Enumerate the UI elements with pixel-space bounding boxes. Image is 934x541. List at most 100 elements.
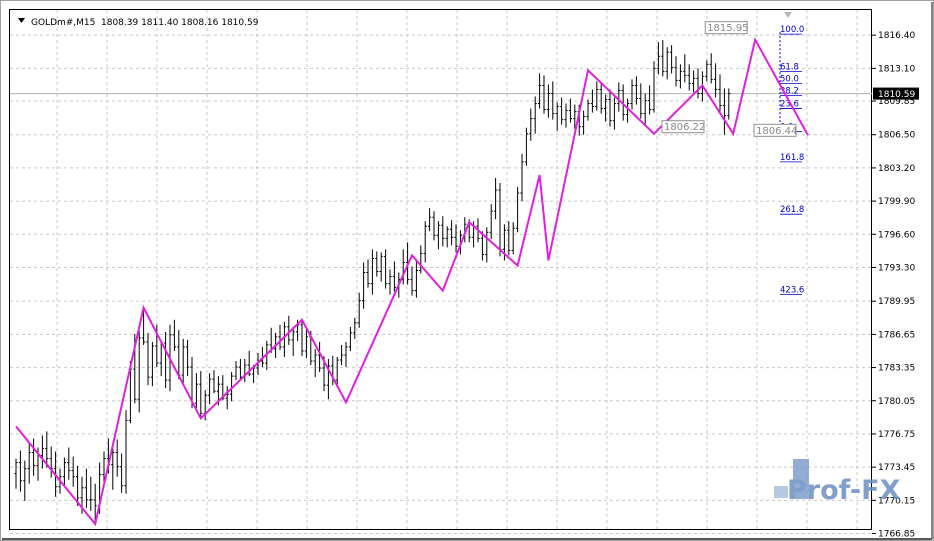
ohlc-bar: [410, 266, 414, 296]
ohlc-bar: [718, 74, 722, 112]
ohlc-bar: [643, 93, 647, 126]
ohlc-bar: [384, 249, 388, 289]
ohlc-bar: [76, 465, 80, 506]
fib-level: 61.8: [780, 62, 802, 72]
ohlc-bar: [40, 435, 44, 469]
ohlc-bar: [392, 261, 396, 292]
header-ohlc: 1808.39 1811.40 1808.16 1810.59: [101, 18, 259, 28]
ohlc-bar: [326, 359, 330, 400]
ohlc-bar: [164, 331, 168, 389]
ohlc-bar: [450, 220, 454, 246]
current-price-value: 1810.59: [878, 90, 915, 100]
chart-shift-marker-icon[interactable]: [784, 12, 792, 18]
fib-level: 50.0: [780, 74, 802, 84]
zigzag-price-label: 1806.44: [753, 123, 797, 137]
ohlc-bar: [612, 97, 616, 130]
ohlc-bar: [551, 81, 555, 120]
ohlc-bar: [23, 460, 27, 501]
fib-level: 423.6: [780, 286, 804, 296]
ohlc-bar: [375, 251, 379, 277]
ohlc-bar: [586, 99, 590, 121]
fib-level-label: 50.0: [780, 74, 799, 84]
ohlc-bar: [546, 84, 550, 118]
ohlc-bar: [194, 373, 198, 409]
ohlc-bar: [265, 340, 269, 371]
ytick-label: 1780.05: [878, 397, 915, 407]
zigzag-label-box: [753, 123, 797, 137]
zigzag-label-text: 1815.95: [707, 23, 748, 34]
ytick-label: 1799.90: [878, 197, 915, 207]
ytick-label: 1793.30: [878, 263, 915, 273]
ohlc-bar: [287, 315, 291, 345]
fib-level-label: 261.8: [780, 205, 804, 215]
ohlc-bar: [560, 97, 564, 125]
ohlc-bar: [656, 42, 660, 75]
fib-level-label: 38.2: [780, 86, 799, 96]
ohlc-bar: [353, 317, 357, 339]
ohlc-bar: [436, 221, 440, 250]
ohlc-bar: [300, 318, 304, 356]
ohlc-bar: [524, 127, 528, 166]
zigzag-price-labels: 1815.95 1806.22 1806.44: [661, 21, 797, 137]
ohlc-bar: [146, 332, 150, 386]
ohlc-bar: [115, 439, 119, 477]
ohlc-bar: [687, 64, 691, 91]
fib-level: 261.8: [780, 205, 804, 215]
ohlc-bar: [511, 222, 515, 255]
ohlc-bar: [538, 73, 542, 109]
ohlc-bar: [489, 204, 493, 240]
ohlc-bar: [608, 89, 612, 127]
ohlc-bar: [357, 292, 361, 328]
ohlc-bar: [599, 82, 603, 114]
ohlc-bar: [291, 326, 295, 356]
ytick-label: 1770.15: [878, 496, 915, 506]
ohlc-bar: [199, 371, 203, 419]
ohlc-bar: [89, 476, 93, 511]
ohlc-bar: [727, 88, 731, 120]
ohlc-bar: [555, 102, 559, 131]
ohlc-bar: [445, 226, 449, 248]
dropdown-triangle-icon[interactable]: [18, 18, 25, 23]
ohlc-bar: [238, 359, 242, 381]
ohlc-bar: [278, 324, 282, 350]
ohlc-bar: [282, 321, 286, 358]
ohlc-bar: [428, 208, 432, 232]
plot-area: [9, 9, 872, 530]
grid: [10, 10, 872, 535]
watermark-bar-icon: [793, 459, 809, 499]
header-symbol: GOLDm#,M15: [31, 18, 95, 28]
zigzag-line: [15, 36, 809, 527]
zigzag-indicator: [15, 36, 809, 527]
ytick-label: 1766.85: [878, 530, 915, 540]
fib-level-label: 161.8: [780, 153, 804, 163]
ohlc-bar: [542, 75, 546, 114]
zigzag-label-box: [661, 120, 705, 134]
fib-level: 38.2: [780, 86, 802, 96]
ohlc-bar: [652, 61, 656, 113]
ohlc-bar: [27, 443, 31, 484]
ohlc-bar: [18, 450, 22, 492]
ytick-label: 1809.85: [878, 97, 915, 107]
ohlc-bar: [120, 453, 124, 493]
ohlc-bar: [124, 410, 128, 494]
fib-level-label: 61.8: [780, 62, 799, 72]
ohlc-bar: [485, 227, 489, 263]
ohlc-bar: [573, 104, 577, 129]
ohlc-bar: [564, 103, 568, 128]
ohlc-bar: [379, 252, 383, 282]
ohlc-bar: [494, 177, 498, 220]
watermark-block-icon: [774, 486, 788, 498]
ytick-label: 1786.65: [878, 330, 915, 340]
ohlc-bar: [423, 221, 427, 263]
ohlc-bar: [313, 348, 317, 378]
ytick-label: 1803.20: [878, 164, 915, 174]
ohlc-bar: [419, 245, 423, 274]
ohlc-bar: [480, 231, 484, 261]
ohlc-bar: [340, 344, 344, 366]
ohlc-bar: [507, 221, 511, 256]
watermark-text: Prof-FX: [787, 475, 901, 506]
